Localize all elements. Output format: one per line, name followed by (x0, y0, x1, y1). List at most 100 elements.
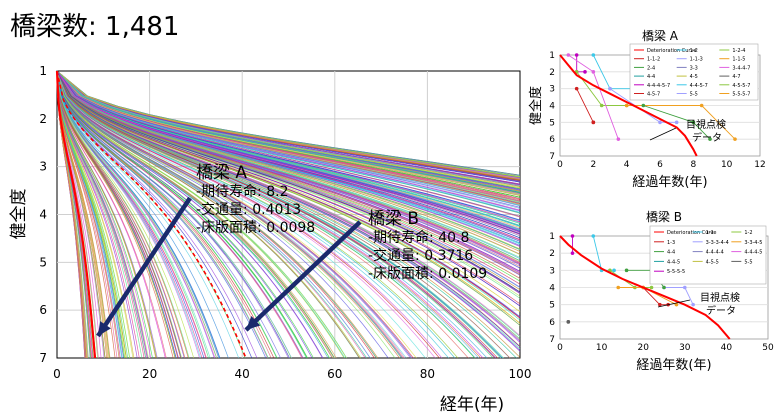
deterioration-curve (56, 70, 521, 193)
inset_a-legend-label: 5-5-5-7 (732, 92, 750, 98)
inset_a-x-tick-label: 12 (754, 160, 765, 170)
inset_a-x-tick-label: 8 (690, 160, 696, 170)
inset_b-observation-point (616, 285, 621, 290)
main-y-tick-label: 4 (39, 208, 47, 222)
deterioration-curve (56, 70, 109, 359)
inset_b-legend-label: 4-4-5 (667, 259, 680, 265)
inset_b-legend-label: Deterioration Curve (667, 230, 717, 236)
deterioration-curve (56, 70, 120, 359)
inset_b-legend-label: 4-4-4-4 (706, 250, 724, 256)
main-x-tick-label: 100 (509, 367, 532, 381)
inset_a-x-tick-label: 6 (657, 160, 663, 170)
deterioration-curve (56, 70, 140, 359)
main-y-axis-label: 健全度 (9, 189, 29, 240)
inset_a-legend-label: Deterioration Curve (647, 48, 697, 54)
inset_a-callout-text: データ (692, 131, 722, 144)
deterioration-curve (56, 70, 216, 359)
deterioration-curve (56, 70, 521, 224)
inset_a-deterioration-curve (559, 54, 698, 157)
deterioration-curve (56, 70, 426, 359)
inset_a-y-tick-label: 7 (549, 152, 555, 162)
annotation-bridge-b: 橋梁 B -期待寿命: 40.8 -交通量: 0.3716 -床版面積: 0.0… (368, 204, 487, 283)
deterioration-curve (56, 70, 167, 359)
deterioration-curve (56, 70, 521, 307)
deterioration-curve (56, 70, 469, 359)
inset_b-x-axis-label: 経過年数(年) (636, 358, 711, 373)
curve-bundle (56, 70, 521, 359)
deterioration-curve (56, 70, 521, 180)
deterioration-curve (56, 70, 190, 359)
inset_b-callout-text: 目視点検 (700, 291, 740, 304)
inset_a-callout-text: 目視点検 (686, 118, 726, 131)
inset_a-legend-label: 2-4 (647, 65, 655, 71)
inset_b-x-tick-label: 50 (762, 343, 774, 353)
deterioration-curve (56, 70, 521, 313)
arrow-bridge-b-head (246, 315, 261, 330)
deterioration-curve (56, 70, 329, 359)
annotation-b-title: 橋梁 B (368, 209, 420, 229)
deterioration-curve (56, 70, 521, 251)
inset_b-y-tick-label: 2 (549, 249, 555, 259)
main-y-tick-label: 1 (39, 64, 47, 78)
inset_b-deterioration-curve (559, 235, 731, 340)
deterioration-curve (56, 70, 521, 348)
deterioration-curve (56, 70, 347, 359)
deterioration-curve (56, 70, 220, 359)
deterioration-curve (56, 70, 440, 359)
annotation-b-life: -期待寿命: 40.8 (368, 230, 470, 246)
deterioration-curve (56, 70, 106, 359)
deterioration-curve (56, 70, 521, 177)
deterioration-curve (56, 70, 521, 299)
inset_b-legend-label: 4-4 (667, 250, 675, 256)
inset_a-observation-line (576, 88, 594, 123)
main-y-tick-label: 3 (39, 160, 47, 174)
inset_a-legend-label: 3-3 (690, 65, 698, 71)
inset_a-legend-label: 4-5-5-7 (732, 83, 750, 89)
inset_a-observation-point (583, 70, 587, 74)
deterioration-curve (56, 70, 456, 359)
deterioration-curve (56, 70, 209, 359)
inset_b-x-tick-label: 10 (596, 343, 608, 353)
deterioration-curve (56, 70, 521, 237)
inset_b-observation-point (566, 320, 571, 324)
deterioration-curve (56, 70, 281, 359)
deterioration-curve (56, 70, 488, 359)
main-x-axis-label: 経年(年) (440, 395, 504, 415)
deterioration-curve (56, 70, 269, 359)
deterioration-curve (56, 70, 521, 221)
deterioration-curve (56, 70, 414, 359)
inset_b-legend-label: 1-1 (706, 230, 714, 236)
inset_a-observation-point (608, 86, 612, 91)
inset_a-legend-label: 4-5-7 (647, 92, 660, 98)
deterioration-curve (56, 70, 521, 319)
inset_a-legend-label: 1-1-2 (647, 57, 660, 63)
inset_b-x-tick-label: 0 (557, 343, 563, 353)
inset_b-observation-point (570, 234, 575, 238)
inset_a-observation-point (574, 86, 579, 91)
inset_a-observation-point (658, 120, 662, 125)
deterioration-curve (56, 70, 521, 213)
inset_a-y-tick-label: 5 (549, 118, 555, 128)
inset_b-legend-label: 1-3 (667, 240, 675, 246)
deterioration-curve (56, 70, 521, 326)
deterioration-curve (56, 70, 517, 359)
deterioration-curve (56, 70, 521, 183)
deterioration-curve (56, 70, 153, 359)
inset_a-observation-point (733, 137, 737, 141)
deterioration-curve (56, 70, 181, 359)
deterioration-curve (56, 70, 157, 359)
inset_a-y-axis-label: 健全度 (528, 86, 544, 125)
inset_a-observation-point (674, 120, 679, 125)
inset_a-x-tick-label: 4 (624, 160, 630, 170)
inset_a-legend-label: 3-4-4-7 (732, 65, 750, 71)
deterioration-curve (56, 70, 278, 359)
inset_b-y-tick-label: 4 (549, 284, 555, 294)
inset_b-legend-label: 5-5 (744, 259, 752, 265)
deterioration-curve (56, 70, 521, 282)
inset_b-legend-label: 4-5-5 (706, 259, 719, 265)
inset_a-legend-label: 1-2-4 (732, 48, 745, 54)
inset_b-y-tick-label: 1 (549, 232, 555, 242)
deterioration-curve (56, 70, 521, 208)
inset_a-observation-point (591, 120, 596, 125)
deterioration-curve (56, 70, 521, 203)
